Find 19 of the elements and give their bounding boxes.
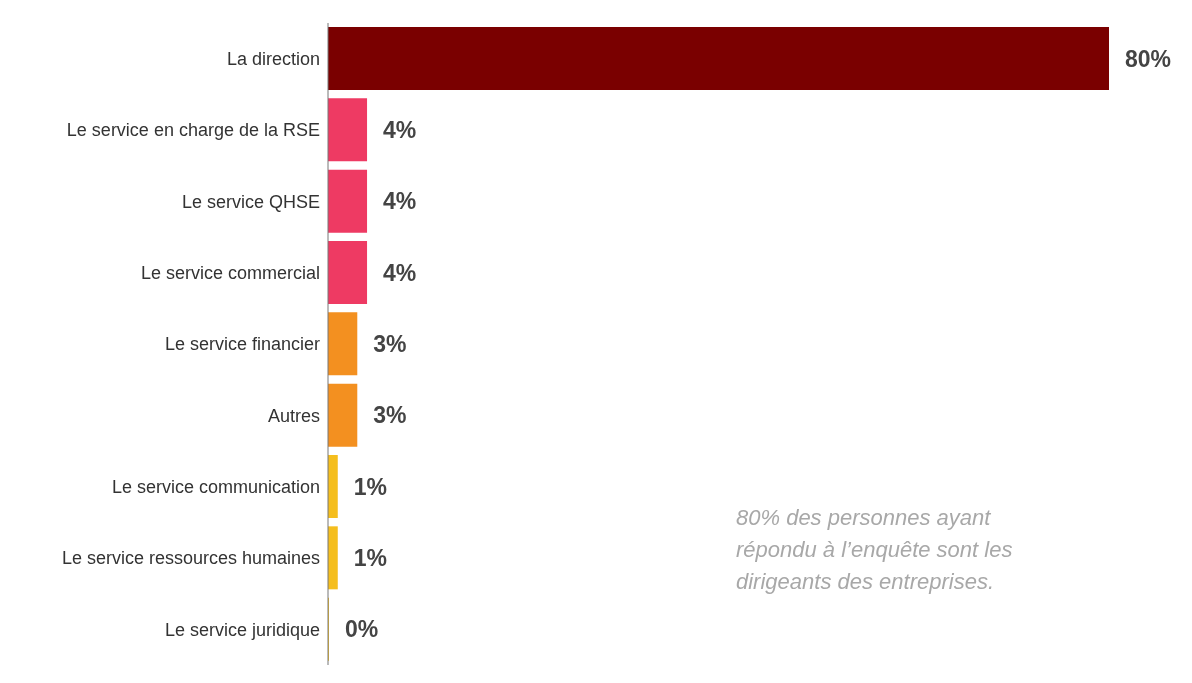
data-label: 4% [383, 117, 417, 143]
data-label: 80% [1125, 45, 1172, 72]
y-tick-label: La direction [226, 49, 320, 70]
data-label: 1% [353, 473, 388, 500]
y-tick-label: Le service commercial [140, 263, 320, 284]
y-tick-label: Le service QHSE [181, 191, 320, 212]
data-label: 3% [373, 402, 407, 429]
y-tick-label: Le service juridique [164, 619, 320, 640]
data-label: 0% [345, 616, 379, 643]
data-label: 4% [383, 259, 417, 286]
data-label: 3% [373, 331, 407, 357]
y-tick-label: Le service communication [111, 477, 320, 498]
annotation: 80% des personnes ayant répondu à l’enquête sont les dirigeants des entreprises. [736, 504, 1014, 596]
data-label: 1% [353, 545, 388, 571]
y-tick-label: Le service ressources humaines [61, 548, 320, 569]
y-tick-label: Autres [267, 405, 320, 426]
y-tick-label: Le service en charge de la RSE [66, 120, 320, 141]
data-label: 4% [383, 188, 417, 215]
y-tick-label: Le service financier [164, 334, 320, 355]
